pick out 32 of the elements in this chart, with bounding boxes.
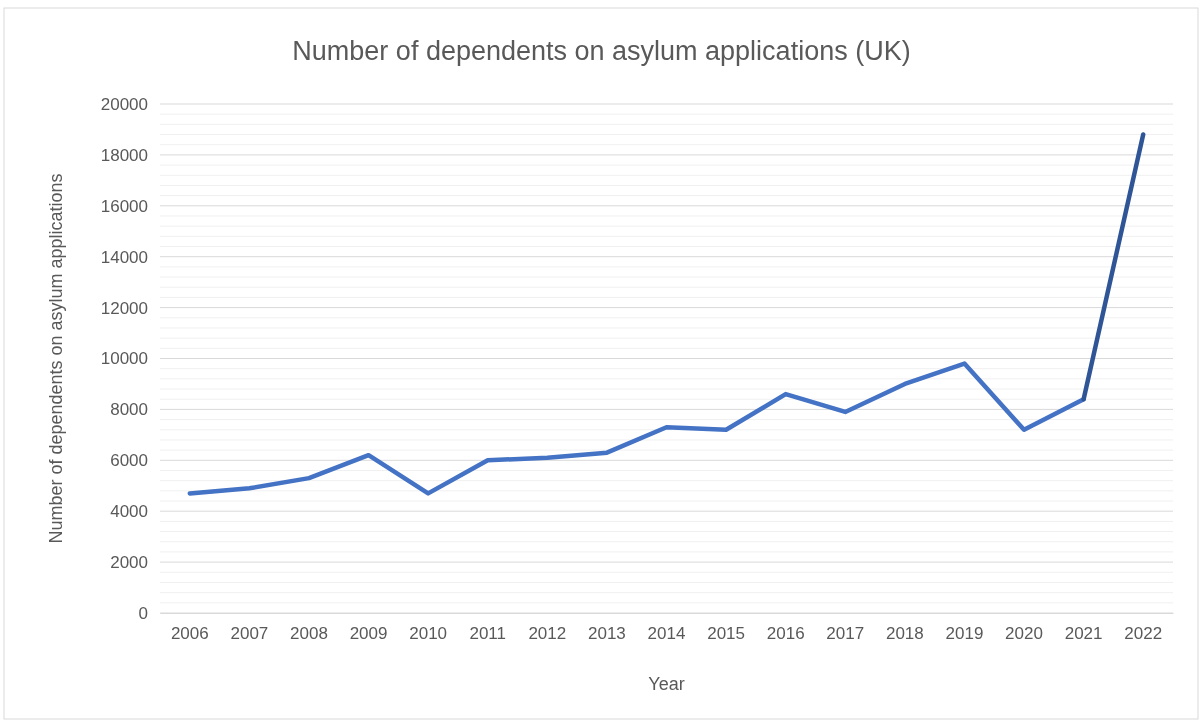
y-tick-label: 18000: [100, 145, 148, 165]
chart-title: Number of dependents on asylum applications (UK): [292, 36, 911, 66]
x-tick-label: 2016: [766, 624, 805, 644]
y-tick-label: 10000: [100, 349, 148, 369]
x-tick-label: 2020: [1005, 624, 1043, 644]
y-tick-label: 8000: [110, 400, 148, 420]
x-tick-label: 2007: [230, 624, 269, 644]
x-axis-title: Year: [648, 674, 685, 694]
x-tick-label: 2014: [647, 624, 686, 644]
x-tick-label: 2015: [707, 624, 745, 644]
y-tick-label: 16000: [100, 196, 148, 216]
y-tick-label: 14000: [100, 247, 148, 267]
y-tick-label: 6000: [110, 451, 148, 471]
x-tick-label: 2017: [826, 624, 865, 644]
y-tick-label: 4000: [110, 502, 148, 522]
y-tick-label: 20000: [100, 94, 148, 114]
x-tick-label: 2021: [1064, 624, 1103, 644]
x-tick-label: 2009: [349, 624, 388, 644]
x-tick-label: 2010: [409, 624, 448, 644]
y-tick-label: 2000: [110, 553, 148, 573]
x-tick-label: 2008: [290, 624, 328, 644]
line-series: [187, 361, 1086, 496]
y-tick-label: 12000: [100, 298, 148, 318]
x-tick-label: 2012: [528, 624, 567, 644]
y-tick-label: 0: [138, 603, 148, 623]
y-axis-title: Number of dependents on asylum applications: [46, 173, 66, 544]
x-tick-label: 2006: [170, 624, 209, 644]
x-tick-label: 2019: [945, 624, 984, 644]
x-tick-label: 2011: [469, 624, 507, 644]
x-tick-label: 2018: [885, 624, 924, 644]
x-tick-label: 2013: [588, 624, 626, 644]
x-tick-label: 2022: [1124, 624, 1163, 644]
